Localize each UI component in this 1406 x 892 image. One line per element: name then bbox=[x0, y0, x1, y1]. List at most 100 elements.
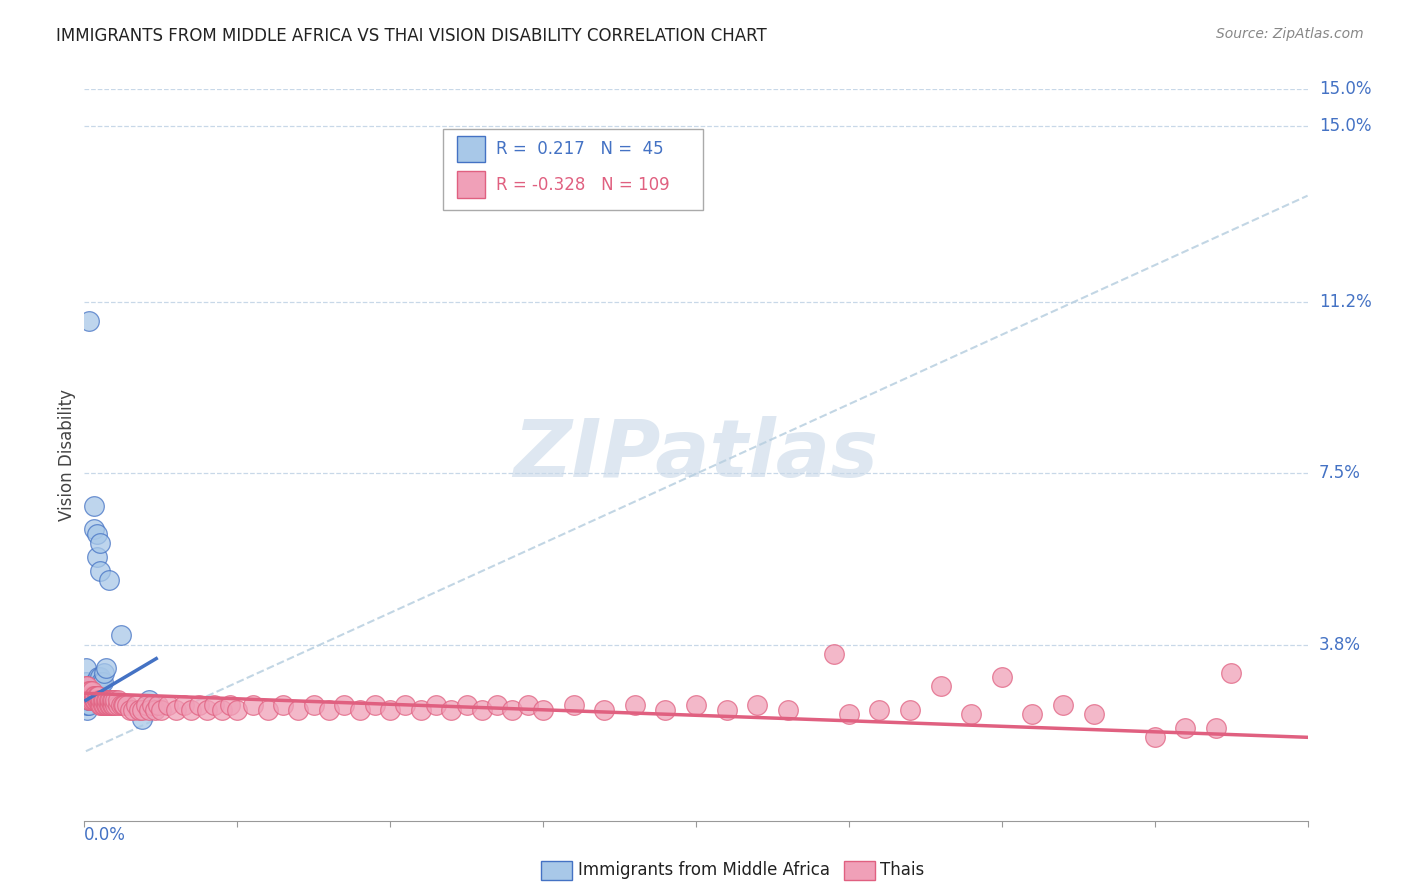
Text: 15.0%: 15.0% bbox=[1319, 117, 1371, 136]
Text: ZIPatlas: ZIPatlas bbox=[513, 416, 879, 494]
Point bbox=[1174, 721, 1197, 735]
Point bbox=[364, 698, 387, 712]
Point bbox=[83, 522, 105, 536]
Point bbox=[143, 702, 166, 716]
Point bbox=[96, 693, 118, 707]
Point bbox=[84, 689, 107, 703]
Point bbox=[83, 499, 105, 513]
Point bbox=[138, 693, 160, 707]
Text: R = -0.328   N = 109: R = -0.328 N = 109 bbox=[496, 176, 669, 194]
Point bbox=[838, 707, 860, 722]
Point bbox=[776, 702, 799, 716]
Point bbox=[440, 702, 463, 716]
Point bbox=[271, 698, 294, 712]
Text: R =  0.217   N =  45: R = 0.217 N = 45 bbox=[496, 140, 664, 158]
Point bbox=[87, 689, 110, 703]
Point bbox=[394, 698, 416, 712]
Point bbox=[104, 693, 127, 707]
Point bbox=[149, 702, 172, 716]
Point bbox=[90, 674, 112, 689]
Point bbox=[1143, 731, 1166, 745]
Point bbox=[75, 674, 97, 689]
Point bbox=[75, 689, 97, 703]
Point bbox=[1052, 698, 1074, 712]
Point bbox=[131, 702, 153, 716]
Point bbox=[94, 698, 117, 712]
Point bbox=[77, 693, 100, 707]
Point bbox=[94, 661, 117, 675]
Point bbox=[87, 679, 110, 693]
Point bbox=[80, 679, 103, 693]
Point bbox=[98, 693, 121, 707]
Point bbox=[112, 698, 135, 712]
Point bbox=[141, 698, 163, 712]
Point bbox=[86, 674, 108, 689]
Point bbox=[79, 684, 101, 698]
Point bbox=[77, 689, 100, 703]
Point bbox=[84, 693, 107, 707]
Point bbox=[79, 689, 101, 703]
Text: Immigrants from Middle Africa: Immigrants from Middle Africa bbox=[578, 861, 830, 879]
Point bbox=[77, 698, 100, 712]
Point bbox=[79, 693, 101, 707]
Point bbox=[77, 684, 100, 698]
Point bbox=[531, 702, 554, 716]
Point bbox=[110, 698, 132, 712]
Point bbox=[991, 670, 1014, 684]
Point bbox=[79, 693, 101, 707]
Point bbox=[146, 698, 169, 712]
Point bbox=[104, 698, 127, 712]
Point bbox=[471, 702, 494, 716]
Point bbox=[218, 698, 240, 712]
Point bbox=[103, 693, 125, 707]
Point bbox=[1205, 721, 1227, 735]
Point bbox=[84, 684, 107, 698]
Text: Thais: Thais bbox=[880, 861, 924, 879]
Point bbox=[486, 698, 509, 712]
Point bbox=[516, 698, 538, 712]
Point bbox=[1021, 707, 1043, 722]
Point bbox=[125, 698, 148, 712]
Text: 0.0%: 0.0% bbox=[84, 827, 127, 845]
Point bbox=[747, 698, 769, 712]
Point bbox=[93, 693, 115, 707]
Point bbox=[84, 674, 107, 689]
Point bbox=[90, 693, 112, 707]
Point bbox=[79, 684, 101, 698]
Point bbox=[456, 698, 478, 712]
Point bbox=[287, 702, 309, 716]
Point bbox=[242, 698, 264, 712]
Point bbox=[960, 707, 983, 722]
Point bbox=[83, 684, 105, 698]
Point bbox=[91, 674, 114, 689]
Point bbox=[91, 698, 114, 712]
Point bbox=[97, 698, 120, 712]
Point bbox=[110, 628, 132, 642]
Text: 15.0%: 15.0% bbox=[1319, 80, 1371, 98]
Point bbox=[593, 702, 616, 716]
Point bbox=[349, 702, 371, 716]
Point bbox=[75, 679, 97, 693]
Point bbox=[89, 564, 111, 578]
Point bbox=[86, 689, 108, 703]
Point bbox=[83, 679, 105, 693]
Point bbox=[685, 698, 707, 712]
Point bbox=[120, 702, 142, 716]
Point bbox=[77, 313, 100, 327]
Point bbox=[79, 689, 101, 703]
Point bbox=[86, 526, 108, 541]
Point bbox=[333, 698, 356, 712]
Point bbox=[89, 536, 111, 550]
Point bbox=[654, 702, 676, 716]
Point bbox=[93, 665, 115, 680]
Point bbox=[80, 689, 103, 703]
Point bbox=[76, 684, 98, 698]
Point bbox=[101, 693, 124, 707]
Point bbox=[409, 702, 432, 716]
Point bbox=[98, 698, 121, 712]
Point bbox=[1083, 707, 1105, 722]
Point bbox=[83, 693, 105, 707]
Point bbox=[202, 698, 225, 712]
Point bbox=[94, 693, 117, 707]
Point bbox=[135, 698, 157, 712]
